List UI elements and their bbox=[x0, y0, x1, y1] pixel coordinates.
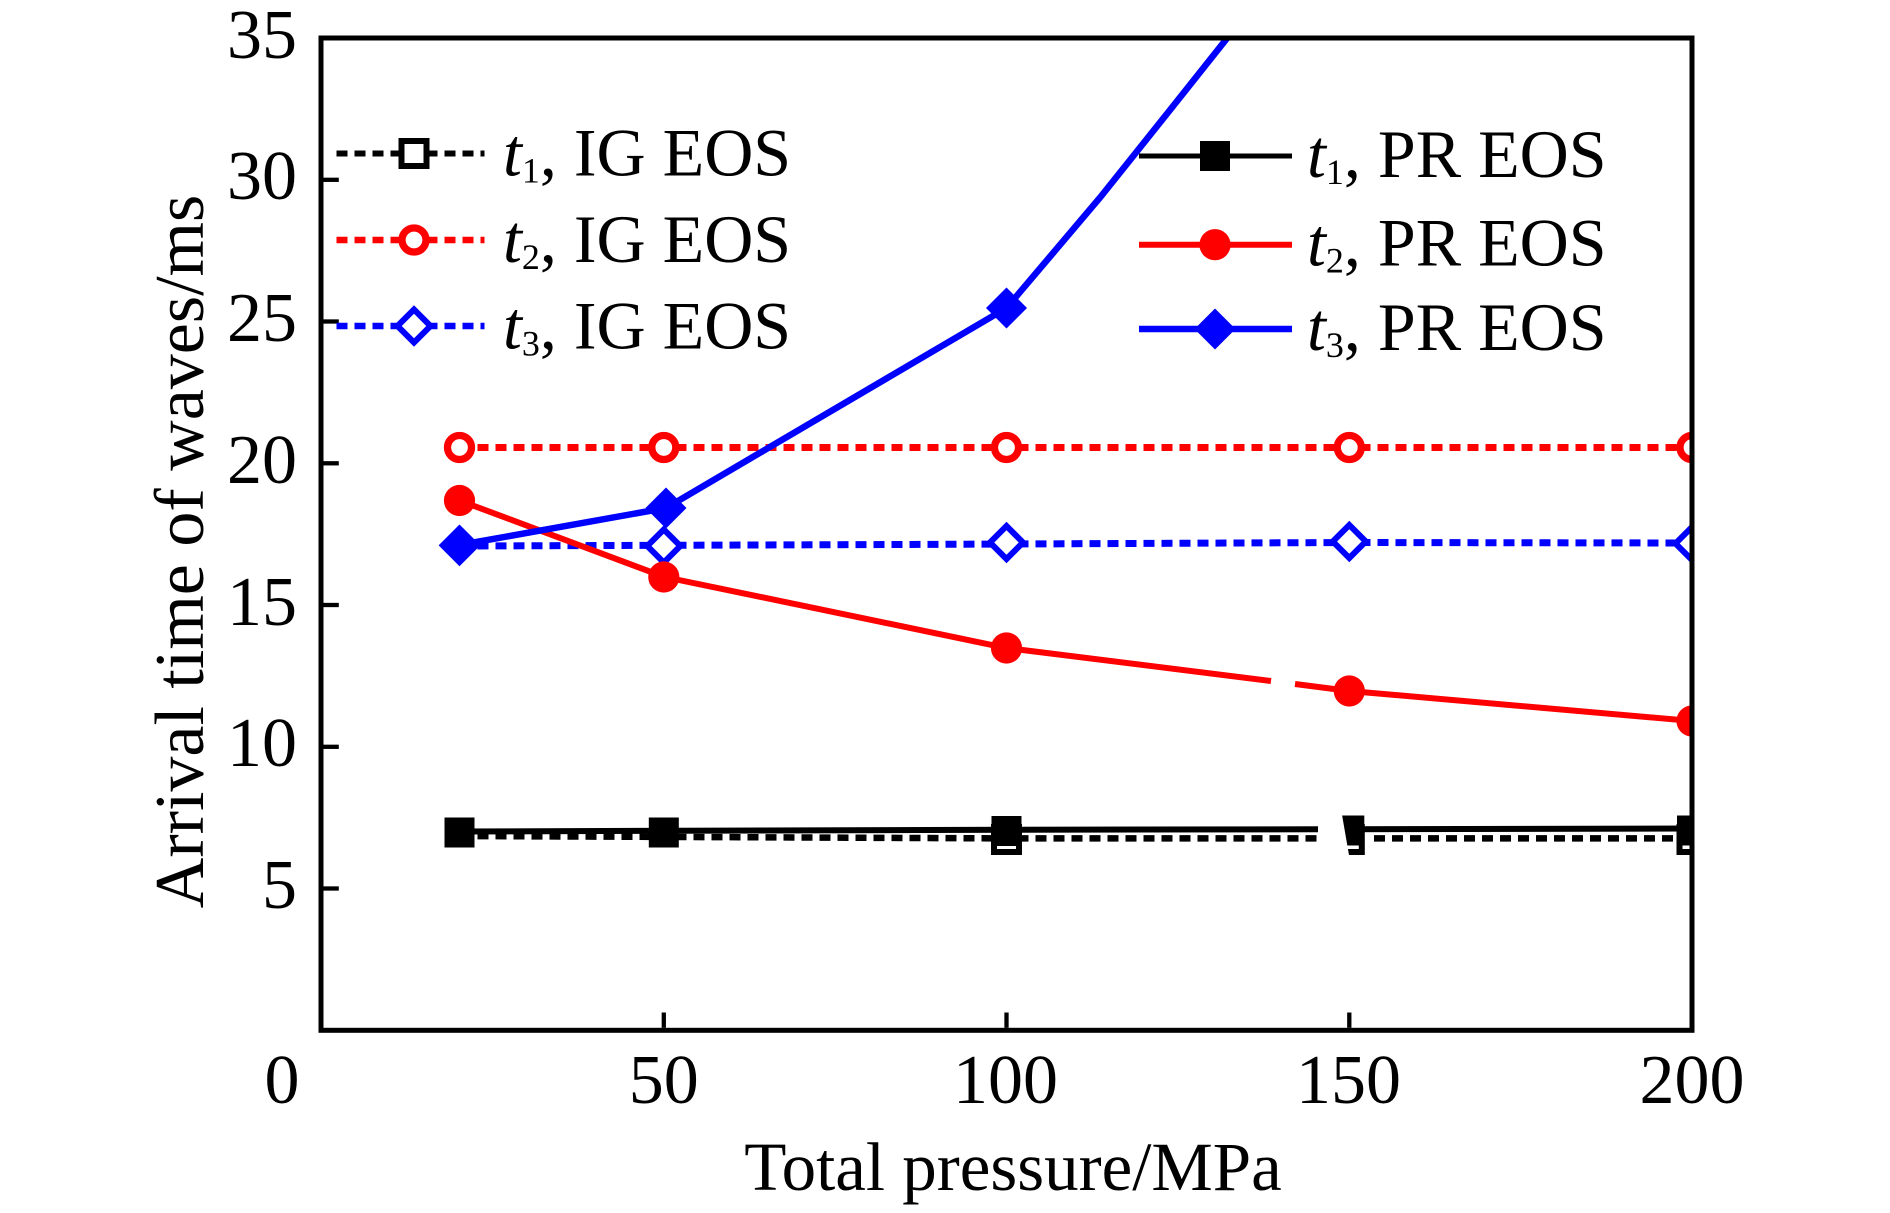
svg-text:t2, IG EOS: t2, IG EOS bbox=[503, 201, 791, 277]
svg-text:150: 150 bbox=[1296, 1042, 1401, 1119]
svg-text:30: 30 bbox=[227, 138, 297, 215]
svg-text:t3, IG EOS: t3, IG EOS bbox=[503, 288, 791, 364]
svg-text:t1, IG EOS: t1, IG EOS bbox=[503, 115, 791, 191]
svg-text:Arrival time of waves/ms: Arrival time of waves/ms bbox=[142, 195, 219, 908]
svg-text:10: 10 bbox=[227, 705, 297, 782]
svg-text:t2, PR EOS: t2, PR EOS bbox=[1307, 205, 1607, 281]
svg-text:t3, PR EOS: t3, PR EOS bbox=[1307, 289, 1607, 365]
svg-text:t1, PR EOS: t1, PR EOS bbox=[1307, 116, 1607, 192]
svg-text:100: 100 bbox=[953, 1042, 1058, 1119]
svg-text:35: 35 bbox=[227, 0, 297, 74]
svg-text:15: 15 bbox=[227, 564, 297, 641]
svg-text:5: 5 bbox=[262, 847, 297, 924]
svg-text:200: 200 bbox=[1640, 1042, 1745, 1119]
svg-text:25: 25 bbox=[227, 280, 297, 357]
svg-text:Total pressure/MPa: Total pressure/MPa bbox=[744, 1129, 1281, 1205]
svg-text:20: 20 bbox=[227, 422, 297, 499]
svg-text:0: 0 bbox=[265, 1042, 300, 1119]
svg-text:50: 50 bbox=[629, 1042, 699, 1119]
